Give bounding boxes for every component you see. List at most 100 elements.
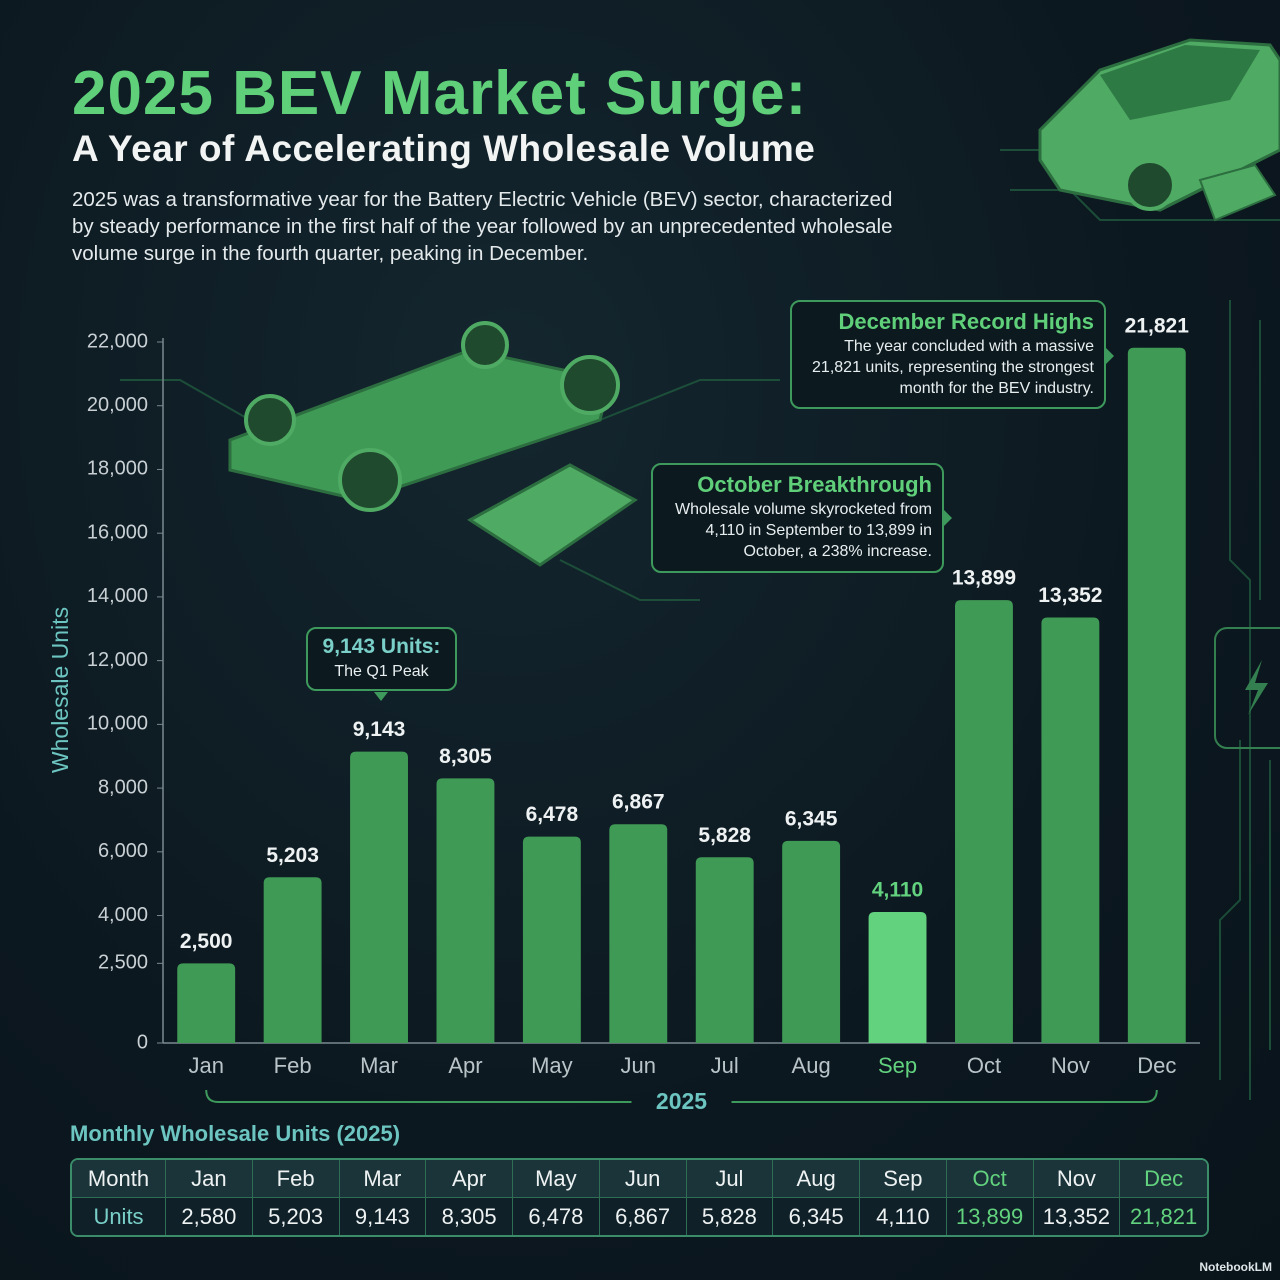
value-label: 5,828 [698,824,751,847]
table-header-cell: Nov [1033,1160,1121,1198]
table-cell: 6,478 [513,1198,600,1235]
table-header-cell: Apr [426,1160,513,1198]
x-tick-label: Dec [1137,1053,1176,1078]
chassis-illustration [228,321,638,567]
annotation-text: The Q1 Peak [334,663,429,680]
bar [868,912,927,1043]
x-axis-label: 2025 [656,1088,707,1114]
x-tick-label: Mar [360,1053,398,1078]
table-cell: 13,899 [946,1198,1034,1235]
table-cell: 8,305 [426,1198,513,1235]
annotation-text: The year concluded with a massive 21,821… [812,338,1094,397]
table-header-cell: Mar [339,1160,427,1198]
x-tick-label: May [531,1053,573,1078]
table-title: Monthly Wholesale Units (2025) [70,1121,401,1146]
bar [1041,617,1100,1043]
table-header-row: Month Jan Feb Mar Apr May Jun Jul Aug Sep Oct Nov De… [72,1160,1207,1198]
bar [522,836,581,1043]
value-label: 13,352 [1038,584,1102,607]
value-label: 4,110 [872,879,923,902]
y-tick-label: 20,000 [87,394,148,416]
table-cell: 21,821 [1120,1198,1207,1235]
table-cell: 13,352 [1033,1198,1121,1235]
y-tick-label: 18,000 [87,458,148,480]
y-tick-label: 22,000 [87,330,148,352]
annotation-title: October Breakthrough [697,472,932,497]
x-tick-label: Nov [1051,1053,1090,1078]
callout-pointer [374,692,388,701]
x-bracket [205,1089,1158,1103]
subtitle: A Year of Accelerating Wholesale Volume [72,128,816,169]
bar [177,963,236,1043]
annotation-title: December Record Highs [838,309,1094,334]
table-cell: 6,867 [599,1198,687,1235]
value-label: 21,821 [1125,314,1190,337]
value-label: 6,478 [526,803,579,826]
table-header-cell: Aug [773,1160,860,1198]
bar [436,778,495,1043]
table-header-cell: May [513,1160,600,1198]
table-header-cell: Dec [1120,1160,1207,1198]
description: 2025 was a transformative year for the B… [72,188,893,265]
callout-pointer [944,510,952,526]
x-tick-label: Apr [448,1053,482,1078]
annotation-title: 9,143 Units: [322,635,441,658]
bar [695,857,754,1043]
x-tick-label: Jun [621,1053,656,1078]
bar [609,824,668,1043]
bar [263,877,322,1043]
x-tick-label: Feb [274,1053,312,1078]
footer: NotebookLM [1199,1260,1272,1274]
value-label: 5,203 [266,844,319,867]
value-label: 13,899 [952,567,1016,590]
y-tick-label: 14,000 [87,585,148,607]
callout-pointer [1106,348,1114,364]
table-cell: 5,828 [686,1198,774,1235]
x-tick-label: Oct [967,1053,1001,1078]
y-tick-label: 12,000 [87,649,148,671]
table-row: Units 2,580 5,203 9,143 8,305 6,478 6,867 5,828… [72,1198,1207,1235]
decoration [120,119,1280,1100]
table-cell: 5,203 [252,1198,340,1235]
x-tick-label: Jan [188,1053,223,1078]
x-tick-label: Jul [711,1053,739,1078]
bar [1127,347,1186,1043]
y-tick-label: 0 [137,1031,148,1053]
table-cell: 4,110 [860,1198,947,1235]
y-tick-label: 8,000 [98,776,148,798]
value-label: 8,305 [439,745,492,768]
value-label: 6,867 [612,791,665,814]
y-axis-label: Wholesale Units [47,607,73,773]
y-tick-label: 4,000 [98,904,148,926]
x-tick-label: Sep [878,1053,917,1078]
bar [350,751,408,1043]
bar [955,600,1013,1043]
table-header-cell: Feb [252,1160,340,1198]
value-label: 9,143 [353,718,406,741]
bar [782,840,841,1043]
y-tick-label: 6,000 [98,840,148,862]
table-cell: 6,345 [773,1198,860,1235]
y-tick-label: 16,000 [87,521,148,543]
car-illustration [1038,38,1280,222]
table-cell: Units [72,1198,166,1235]
annotation-text: Wholesale volume skyrocketed from 4,110 … [675,501,932,560]
data-table: Month Jan Feb Mar Apr May Jun Jul Aug Sep Oct Nov De… [70,1158,1209,1237]
y-tick-label: 2,500 [98,952,148,974]
annotation: December Record Highs The year concluded… [790,300,1106,409]
table-cell: 9,143 [339,1198,427,1235]
annotation: October Breakthrough Wholesale volume sk… [651,463,944,573]
table-header-cell: Oct [946,1160,1034,1198]
title: 2025 BEV Market Surge: [72,59,808,128]
y-tick-label: 10,000 [87,713,148,735]
annotation: 9,143 Units: The Q1 Peak [306,627,457,691]
table-header-cell: Jul [686,1160,774,1198]
value-label: 6,345 [785,807,838,830]
value-label: 2,500 [180,930,233,953]
table-header-cell: Sep [860,1160,947,1198]
table-cell: 2,580 [166,1198,253,1235]
table-header-cell: Jun [599,1160,687,1198]
table-header-cell: Jan [166,1160,253,1198]
